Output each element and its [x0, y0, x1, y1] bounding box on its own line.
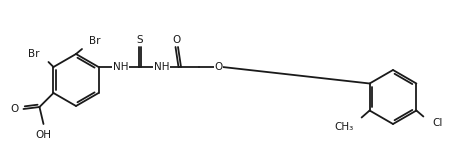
Text: NH: NH: [154, 62, 169, 72]
Text: O: O: [10, 104, 19, 114]
Text: Cl: Cl: [432, 119, 443, 128]
Text: S: S: [136, 35, 143, 45]
Text: CH₃: CH₃: [334, 122, 354, 132]
Text: NH: NH: [113, 62, 128, 72]
Text: O: O: [214, 62, 223, 72]
Text: OH: OH: [36, 130, 51, 140]
Text: O: O: [172, 35, 180, 45]
Text: Br: Br: [28, 49, 40, 59]
Text: Br: Br: [89, 36, 100, 46]
